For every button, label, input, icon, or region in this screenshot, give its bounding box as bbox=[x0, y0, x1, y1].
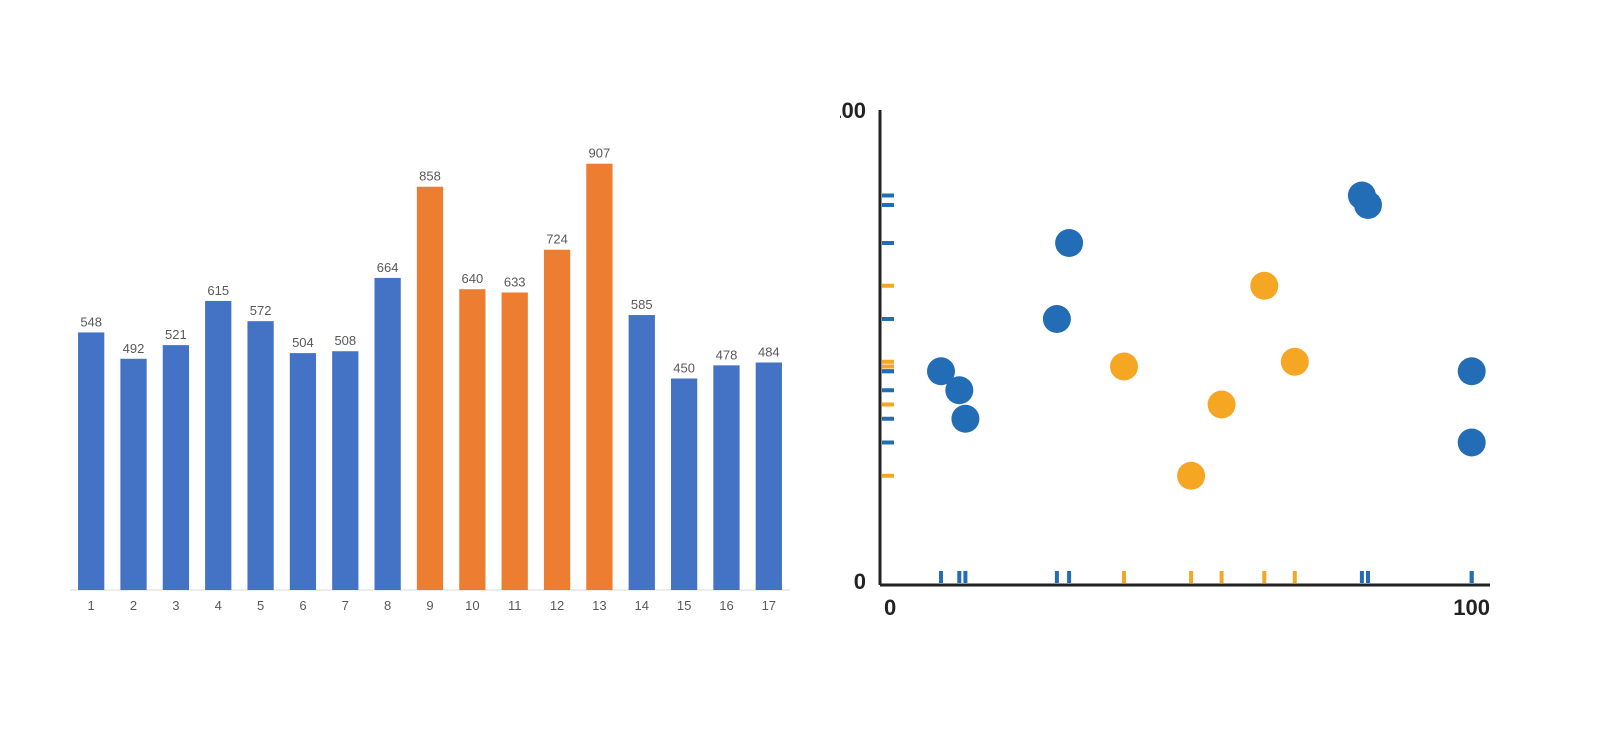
bar-value-label: 478 bbox=[716, 347, 738, 362]
bar-category-label: 12 bbox=[550, 598, 564, 613]
bar-2 bbox=[120, 359, 146, 590]
bar-value-label: 585 bbox=[631, 297, 653, 312]
bar-9 bbox=[417, 187, 443, 590]
bar-value-label: 504 bbox=[292, 335, 314, 350]
bar-value-label: 508 bbox=[334, 333, 356, 348]
bar-1 bbox=[78, 332, 104, 590]
scatter-point bbox=[1458, 357, 1486, 385]
scatter-point bbox=[945, 376, 973, 404]
bar-value-label: 640 bbox=[462, 271, 484, 286]
bar-16 bbox=[713, 365, 739, 590]
bar-14 bbox=[629, 315, 655, 590]
bar-6 bbox=[290, 353, 316, 590]
scatter-chart: 100 00 100 bbox=[840, 100, 1520, 630]
bar-value-label: 492 bbox=[123, 341, 145, 356]
scatter-point bbox=[1458, 429, 1486, 457]
bar-category-label: 5 bbox=[257, 598, 264, 613]
y-axis-max-label: 100 bbox=[840, 100, 866, 123]
bar-12 bbox=[544, 250, 570, 590]
bar-value-label: 615 bbox=[207, 283, 229, 298]
bar-value-label: 450 bbox=[673, 361, 695, 376]
bar-category-label: 13 bbox=[592, 598, 606, 613]
scatter-point bbox=[1208, 391, 1236, 419]
bar-category-label: 2 bbox=[130, 598, 137, 613]
bar-15 bbox=[671, 379, 697, 591]
bar-value-label: 633 bbox=[504, 274, 526, 289]
bar-category-label: 9 bbox=[426, 598, 433, 613]
bar-value-label: 664 bbox=[377, 260, 399, 275]
bar-value-label: 548 bbox=[80, 314, 102, 329]
bar-8 bbox=[375, 278, 401, 590]
bar-value-label: 858 bbox=[419, 169, 441, 184]
y-axis-min-label: 0 bbox=[854, 569, 866, 594]
bar-category-label: 11 bbox=[508, 598, 522, 613]
scatter-point bbox=[951, 405, 979, 433]
bar-category-label: 14 bbox=[635, 598, 649, 613]
scatter-point bbox=[1250, 272, 1278, 300]
scatter-point bbox=[1055, 229, 1083, 257]
scatter-point bbox=[1110, 353, 1138, 381]
bar-value-label: 572 bbox=[250, 303, 272, 318]
bar-category-label: 7 bbox=[342, 598, 349, 613]
charts-container: 548 1 492 2 521 3 615 4 572 5 504 6 508 7 664 8 858 9 640 1… bbox=[0, 0, 1600, 731]
bar-category-label: 15 bbox=[677, 598, 691, 613]
bar-category-label: 16 bbox=[719, 598, 733, 613]
bar-value-label: 907 bbox=[589, 146, 611, 161]
bar-value-label: 724 bbox=[546, 232, 568, 247]
bar-11 bbox=[502, 292, 528, 590]
bar-10 bbox=[459, 289, 485, 590]
x-axis-min-label: 0 bbox=[884, 595, 896, 620]
bar-category-label: 8 bbox=[384, 598, 391, 613]
scatter-point bbox=[1354, 191, 1382, 219]
bar-category-label: 6 bbox=[299, 598, 306, 613]
bar-5 bbox=[247, 321, 273, 590]
scatter-point bbox=[1281, 348, 1309, 376]
scatter-point bbox=[1043, 305, 1071, 333]
bar-value-label: 521 bbox=[165, 327, 187, 342]
bar-category-label: 17 bbox=[762, 598, 776, 613]
bar-category-label: 4 bbox=[215, 598, 222, 613]
bar-17 bbox=[756, 363, 782, 590]
bar-4 bbox=[205, 301, 231, 590]
bar-7 bbox=[332, 351, 358, 590]
bar-category-label: 1 bbox=[88, 598, 95, 613]
bar-category-label: 3 bbox=[172, 598, 179, 613]
bar-3 bbox=[163, 345, 189, 590]
bar-value-label: 484 bbox=[758, 345, 780, 360]
bar-category-label: 10 bbox=[465, 598, 479, 613]
bar-chart: 548 1 492 2 521 3 615 4 572 5 504 6 508 7 664 8 858 9 640 1… bbox=[60, 110, 800, 620]
bar-13 bbox=[586, 164, 612, 590]
scatter-point bbox=[1177, 462, 1205, 490]
x-axis-max-label: 100 bbox=[1453, 595, 1490, 620]
